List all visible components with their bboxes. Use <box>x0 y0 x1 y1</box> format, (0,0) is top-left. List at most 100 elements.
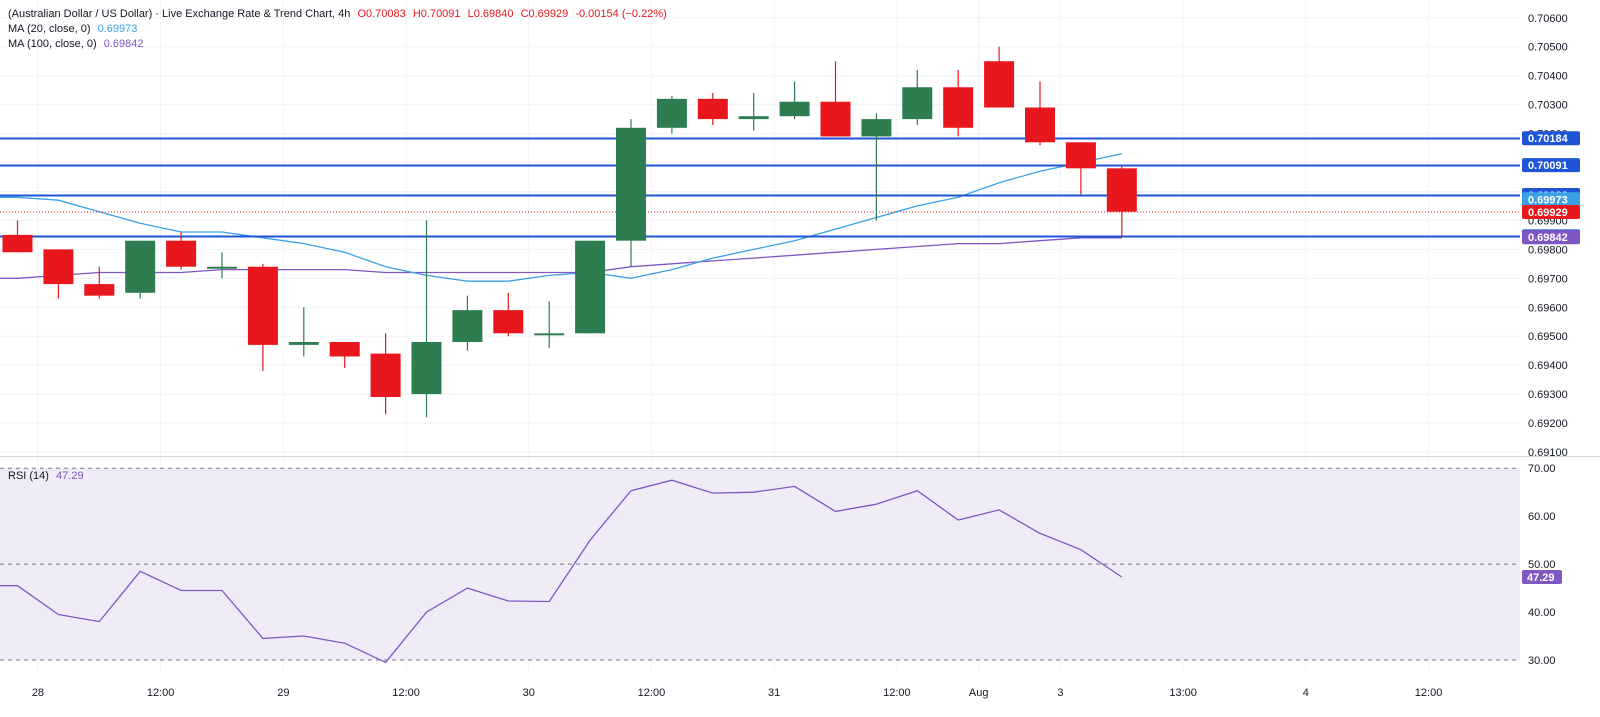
price-badge-label: 0.69929 <box>1528 207 1568 219</box>
rsi-tick-label: 30.00 <box>1528 655 1556 667</box>
time-tick-label: 12:00 <box>638 687 666 699</box>
rsi-tick-label: 60.00 <box>1528 511 1556 523</box>
candle <box>1106 165 1137 238</box>
candle-body <box>575 240 606 334</box>
price-tick-label: 0.69200 <box>1528 418 1568 430</box>
candle-body <box>1106 168 1137 212</box>
candle-body <box>329 342 360 357</box>
candle <box>820 61 851 137</box>
price-badge-bg <box>1522 192 1580 207</box>
rsi-legend[interactable]: RSI (14) 47.29 <box>8 469 88 484</box>
ma100-label: MA (100, close, 0) <box>8 38 97 50</box>
symbol-title: (Australian Dollar / US Dollar) · Live E… <box>8 8 351 20</box>
candle-body <box>697 98 728 120</box>
candle-body <box>288 342 319 345</box>
price-badge: 0.69842 <box>1522 230 1580 245</box>
time-tick-label: 4 <box>1303 687 1309 699</box>
candle <box>738 93 769 131</box>
legend-row-ma20[interactable]: MA (20, close, 0) 0.69973 <box>8 22 671 37</box>
candle-body <box>820 101 851 137</box>
legend-row-symbol: (Australian Dollar / US Dollar) · Live E… <box>8 7 671 22</box>
candle <box>902 69 933 125</box>
candle <box>1025 81 1055 146</box>
rsi-tick-label: 70.00 <box>1528 463 1556 475</box>
candle <box>534 301 565 348</box>
candle-body <box>125 240 156 293</box>
rsi-tick-label: 50.00 <box>1528 559 1556 571</box>
price-badge-bg <box>1522 131 1580 146</box>
candle <box>166 232 197 270</box>
time-tick-label: 29 <box>277 687 289 699</box>
price-badge: 0.69973 <box>1522 192 1580 207</box>
rsi-badge-label: 47.29 <box>1527 572 1555 584</box>
price-badge-label: 0.70091 <box>1528 160 1568 172</box>
price-badges: 0.701840.700910.699880.699730.699290.698… <box>1522 131 1580 585</box>
candle <box>43 249 74 299</box>
candle <box>493 292 524 337</box>
candle <box>329 342 360 369</box>
price-tick-label: 0.70600 <box>1528 13 1568 25</box>
rsi-badge: 47.29 <box>1522 570 1562 585</box>
ma20-line <box>0 153 1122 282</box>
ma20-value: 0.69973 <box>97 23 138 35</box>
close-value: C0.69929 <box>520 8 569 20</box>
candle-body <box>452 310 483 342</box>
candle <box>411 220 442 418</box>
rsi-tick-label: 40.00 <box>1528 607 1556 619</box>
rsi-value: 47.29 <box>56 470 84 482</box>
candle-body <box>43 249 74 285</box>
price-tick-label: 0.70400 <box>1528 71 1568 83</box>
time-tick-label: Aug <box>969 687 989 699</box>
price-tick-label: 0.69300 <box>1528 389 1568 401</box>
candle <box>247 263 278 371</box>
legend-row-ma100[interactable]: MA (100, close, 0) 0.69842 <box>8 37 671 52</box>
candle-body <box>370 353 401 397</box>
price-tick-label: 0.69100 <box>1528 447 1568 459</box>
candle-body <box>738 116 769 120</box>
price-badge-bg <box>1522 158 1580 173</box>
price-tick-label: 0.70500 <box>1528 42 1568 54</box>
candle-body <box>247 266 278 345</box>
time-tick-label: 3 <box>1057 687 1063 699</box>
candle <box>207 252 237 279</box>
time-tick-label: 12:00 <box>1415 687 1443 699</box>
candle-body <box>166 240 197 267</box>
rsi-pane <box>0 467 1520 664</box>
price-badge-label: 0.69842 <box>1528 232 1568 244</box>
candle-body <box>84 284 115 296</box>
price-badge-bg <box>1522 230 1580 245</box>
change-value: -0.00154 (−0.22%) <box>575 8 667 20</box>
candle-body <box>943 87 974 128</box>
time-tick-label: 12:00 <box>392 687 420 699</box>
candle-body <box>1065 142 1096 169</box>
price-tick-label: 0.69800 <box>1528 244 1568 256</box>
ma100-value: 0.69842 <box>103 38 144 50</box>
candle <box>616 119 646 267</box>
price-badge: 0.70184 <box>1522 131 1580 146</box>
candle-body <box>656 98 687 128</box>
price-badge: 0.70091 <box>1522 158 1580 173</box>
time-tick-label: 12:00 <box>147 687 175 699</box>
open-value: O0.70083 <box>357 8 406 20</box>
candle <box>984 46 1015 108</box>
candle-body <box>984 61 1015 108</box>
time-tick-label: 30 <box>523 687 535 699</box>
candle <box>779 81 810 120</box>
ma100-line <box>0 237 1122 279</box>
price-gridlines <box>0 0 1520 672</box>
candle <box>370 333 401 415</box>
time-tick-label: 13:00 <box>1169 687 1197 699</box>
candle <box>943 69 974 137</box>
price-pane <box>0 46 1520 418</box>
time-tick-label: 12:00 <box>883 687 911 699</box>
high-value: H0.70091 <box>412 8 461 20</box>
candle-body <box>207 266 237 269</box>
price-badge-label: 0.69973 <box>1528 194 1568 206</box>
candle <box>2 220 33 253</box>
candle <box>125 240 156 299</box>
price-tick-label: 0.70300 <box>1528 100 1568 112</box>
candle-body <box>534 333 565 336</box>
candle <box>575 240 606 334</box>
price-tick-label: 0.69700 <box>1528 273 1568 285</box>
